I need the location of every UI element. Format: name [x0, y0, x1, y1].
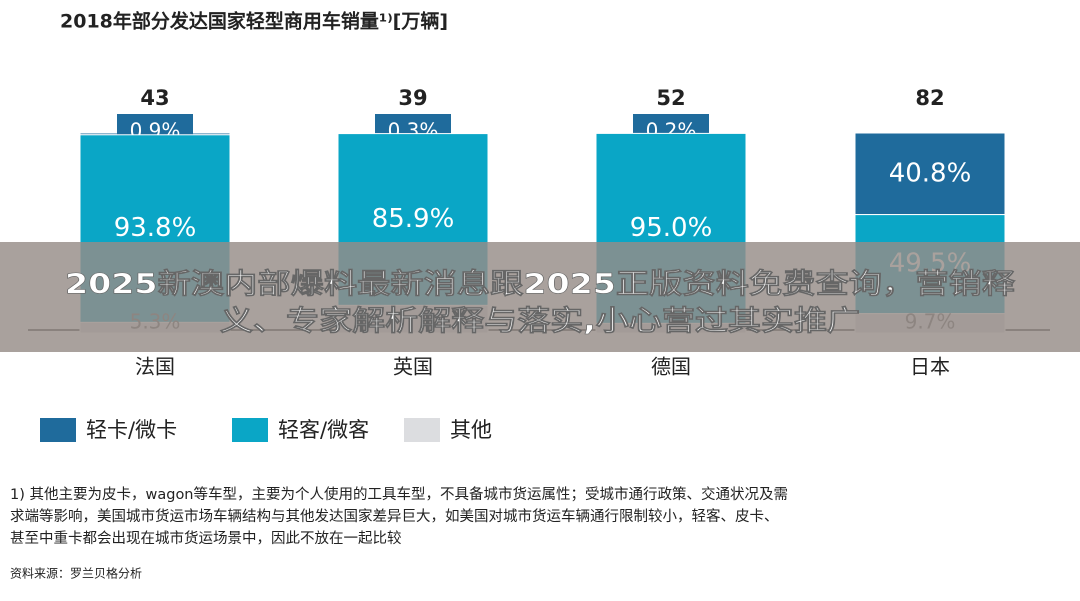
banner-text: 义、专家解析解释与落实,小心营过其实推广	[220, 304, 860, 337]
data-label: 40.8%	[889, 158, 972, 188]
total-label: 39	[398, 86, 427, 110]
banner-text: 2025新澳内部爆料最新消息跟2025正版资料免费查询，营销释	[65, 267, 1016, 300]
x-tick-label: 法国	[135, 355, 175, 379]
footnote: 求端等影响，美国城市货运市场车辆结构与其他发达国家差异巨大，如美国对城市货运车辆…	[10, 507, 779, 525]
bar-segment	[854, 132, 1006, 216]
footnote: 1) 其他主要为皮卡，wagon等车型，主要为个人使用的工具车型，不具备城市货运…	[10, 485, 788, 503]
x-tick-label: 德国	[651, 355, 691, 379]
chart-title: 2018年部分发达国家轻型商用车销量¹⁾[万辆]	[60, 10, 448, 33]
total-label: 43	[140, 86, 169, 110]
x-tick-label: 英国	[393, 355, 433, 379]
legend-swatch	[40, 418, 76, 442]
footnote: 甚至中重卡都会出现在城市货运场景中，因此不放在一起比较	[10, 529, 402, 547]
data-label: 93.8%	[114, 213, 197, 243]
source: 资料来源：罗兰贝格分析	[10, 566, 142, 581]
legend-label: 其他	[450, 418, 492, 442]
legend-label: 轻客/微客	[278, 418, 369, 442]
total-label: 82	[915, 86, 944, 110]
banner	[0, 242, 1080, 352]
data-label: 85.9%	[372, 204, 455, 234]
legend-label: 轻卡/微卡	[86, 418, 177, 442]
data-label: 95.0%	[630, 213, 713, 243]
legend-swatch	[232, 418, 268, 442]
legend-swatch	[404, 418, 440, 442]
total-label: 52	[656, 86, 685, 110]
x-tick-label: 日本	[910, 355, 950, 379]
